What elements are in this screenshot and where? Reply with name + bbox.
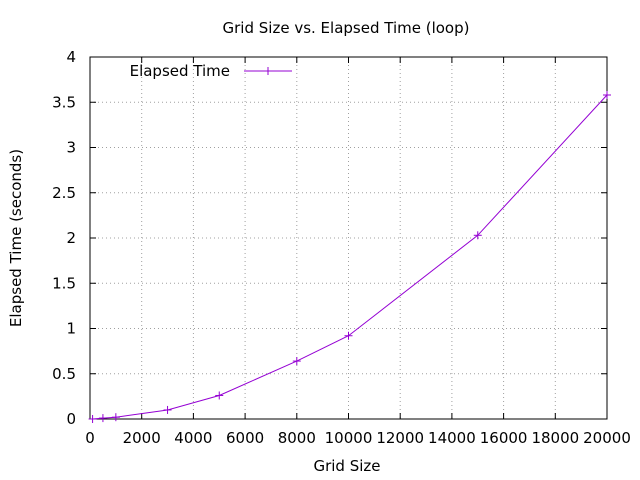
- y-tick-label: 1.5: [52, 274, 76, 292]
- data-point: [163, 405, 172, 414]
- x-tick-label: 20000: [583, 429, 631, 447]
- y-tick-label: 1: [66, 320, 76, 338]
- y-tick-label: 3: [66, 139, 76, 157]
- grid: [90, 57, 607, 419]
- x-tick-label: 14000: [428, 429, 476, 447]
- x-tick-label: 2000: [123, 429, 161, 447]
- x-tick-label: 4000: [174, 429, 212, 447]
- x-tick-label: 6000: [226, 429, 264, 447]
- y-tick-label: 0.5: [52, 365, 76, 383]
- x-tick-label: 10000: [325, 429, 373, 447]
- legend-label: Elapsed Time: [130, 62, 230, 80]
- x-axis: 0 2000 4000 6000 8000 10000 12000 14000 16000 180…: [85, 57, 631, 447]
- data-point: [98, 414, 107, 423]
- data-point: [215, 391, 224, 400]
- data-point: [473, 231, 482, 240]
- data-point: [344, 331, 353, 340]
- x-tick-label: 18000: [531, 429, 579, 447]
- y-axis-label: Elapsed Time (seconds): [7, 149, 25, 327]
- y-tick-label: 2.5: [52, 184, 76, 202]
- chart-title: Grid Size vs. Elapsed Time (loop): [223, 19, 470, 37]
- y-tick-label: 2: [66, 229, 76, 247]
- data-point: [88, 415, 97, 423]
- legend-line-sample: [244, 67, 292, 75]
- y-tick-label: 0: [66, 410, 76, 428]
- y-tick-label: 4: [66, 48, 76, 66]
- x-tick-label: 12000: [376, 429, 424, 447]
- legend: Elapsed Time: [130, 62, 292, 80]
- y-axis: 0 0.5 1 1.5 2 2.5 3 3.5 4: [52, 48, 607, 428]
- series-layer: [88, 91, 611, 423]
- data-point: [603, 91, 611, 100]
- x-tick-label: 16000: [480, 429, 528, 447]
- series-line: [92, 94, 608, 420]
- x-tick-label: 0: [85, 429, 95, 447]
- data-point: [111, 413, 120, 422]
- x-axis-label: Grid Size: [313, 457, 380, 475]
- data-point: [292, 357, 301, 366]
- x-tick-label: 8000: [278, 429, 316, 447]
- y-tick-label: 3.5: [52, 93, 76, 111]
